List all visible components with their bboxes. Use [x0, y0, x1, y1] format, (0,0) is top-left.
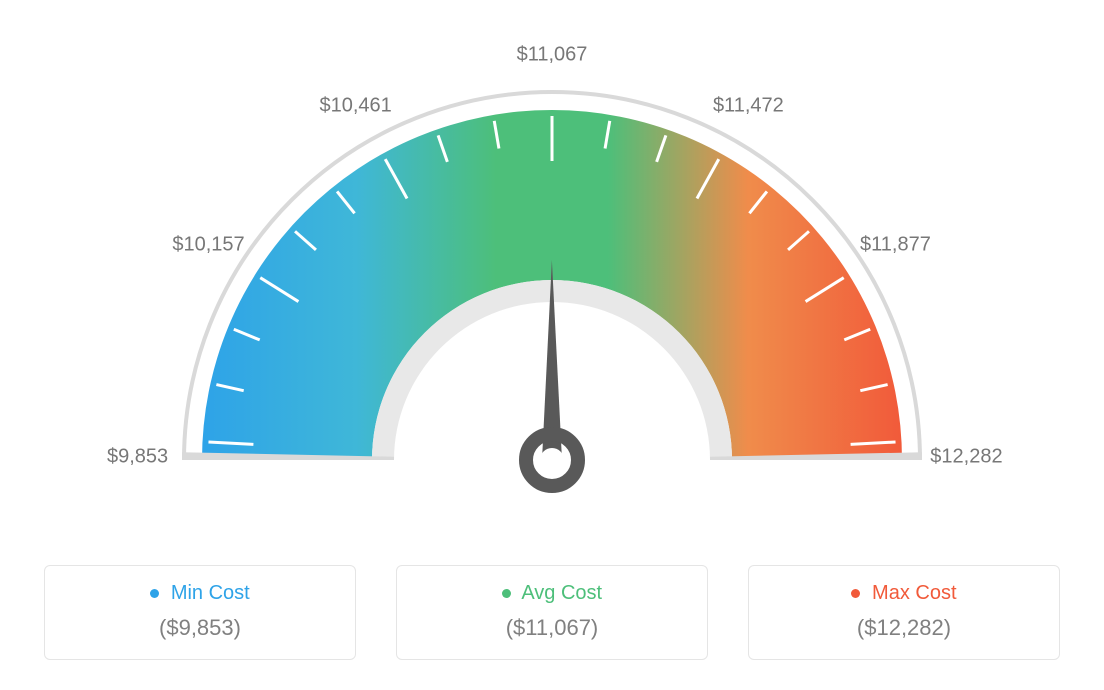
dot-icon — [851, 589, 860, 598]
tick-label: $11,067 — [517, 44, 588, 67]
legend-title-min: Min Cost — [45, 582, 355, 605]
legend-title-text: Min Cost — [171, 582, 250, 604]
gauge — [102, 50, 1002, 535]
tick-label: $12,282 — [930, 445, 1002, 468]
legend-value-max: ($12,282) — [749, 615, 1059, 641]
legend-title-max: Max Cost — [749, 582, 1059, 605]
tick-label: $9,853 — [107, 445, 168, 468]
tick-label: $10,461 — [319, 94, 391, 117]
chart-container: $9,853 $10,157 $10,461 $11,067 $11,472 $11,87… — [0, 0, 1104, 690]
dot-icon — [502, 589, 511, 598]
tick-label: $11,877 — [860, 234, 931, 257]
tick-label: $11,472 — [713, 94, 784, 117]
legend-card-max: Max Cost ($12,282) — [748, 565, 1060, 660]
legend-title-text: Max Cost — [872, 582, 956, 604]
gauge-svg — [102, 50, 1002, 530]
legend-card-min: Min Cost ($9,853) — [44, 565, 356, 660]
legend-row: Min Cost ($9,853) Avg Cost ($11,067) Max… — [0, 565, 1104, 660]
legend-title-avg: Avg Cost — [397, 582, 707, 605]
tick-label: $10,157 — [172, 234, 244, 257]
dot-icon — [150, 589, 159, 598]
legend-card-avg: Avg Cost ($11,067) — [396, 565, 708, 660]
legend-value-avg: ($11,067) — [397, 615, 707, 641]
legend-title-text: Avg Cost — [521, 582, 602, 604]
legend-value-min: ($9,853) — [45, 615, 355, 641]
